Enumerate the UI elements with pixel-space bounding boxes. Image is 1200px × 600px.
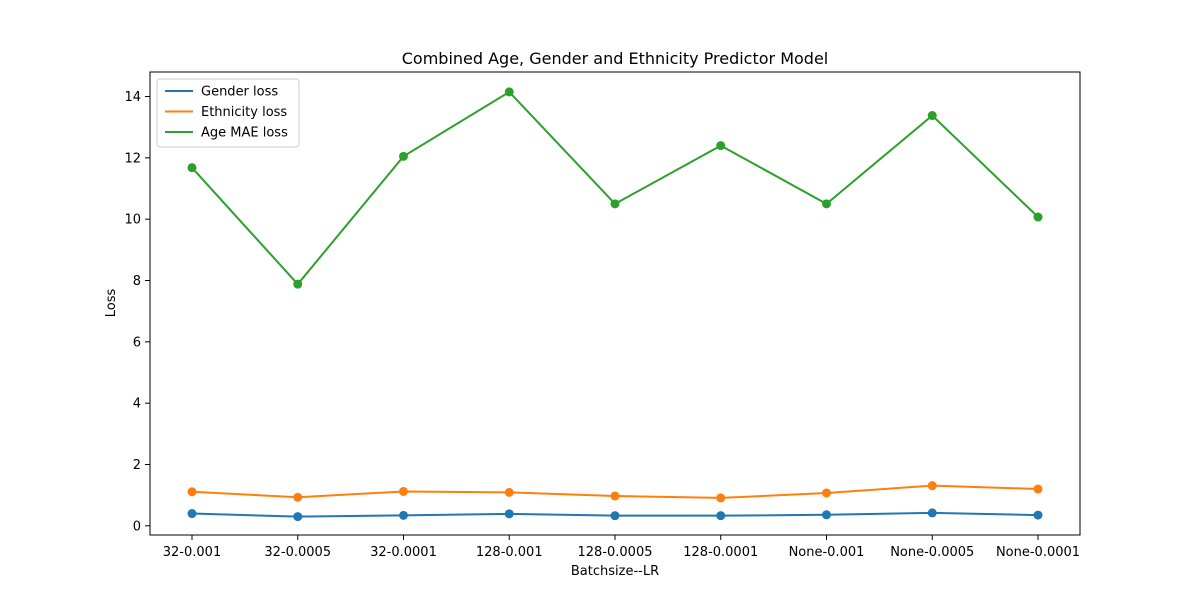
data-point <box>822 199 831 209</box>
data-point <box>1033 212 1043 222</box>
y-tick-label: 14 <box>124 90 141 105</box>
data-point <box>399 486 408 496</box>
data-point <box>610 491 620 501</box>
y-tick-label: 10 <box>124 213 141 228</box>
x-tick-label: 128-0.0005 <box>578 545 653 560</box>
x-tick-label: None-0.0001 <box>996 545 1080 560</box>
data-point <box>187 487 197 497</box>
chart-title: Combined Age, Gender and Ethnicity Predi… <box>402 49 829 68</box>
x-tick-label: 32-0.0005 <box>264 545 331 560</box>
data-point <box>1033 510 1043 520</box>
legend-label: Ethnicity loss <box>201 105 287 120</box>
y-tick-label: 4 <box>133 397 141 412</box>
data-point <box>504 509 514 519</box>
x-axis: 32-0.001 32-0.0005 32-0.0001 128-0.001 128-0… <box>163 535 1080 560</box>
legend-label: Age MAE loss <box>201 126 288 141</box>
data-point <box>293 492 303 502</box>
data-point <box>716 493 726 503</box>
data-point <box>610 199 620 209</box>
x-tick-label: None-0.0005 <box>890 545 974 560</box>
data-point <box>610 511 620 521</box>
y-tick-label: 8 <box>133 274 141 289</box>
y-tick-label: 0 <box>133 519 141 534</box>
data-point <box>716 141 726 151</box>
data-point <box>822 510 831 520</box>
data-point <box>504 87 514 97</box>
series-ethnicity-loss <box>187 481 1043 503</box>
data-point <box>399 151 408 161</box>
y-axis: 0 2 4 6 8 10 12 14 <box>124 90 150 534</box>
x-tick-label: 32-0.0001 <box>370 545 437 560</box>
data-point <box>927 481 937 491</box>
data-point <box>716 511 726 521</box>
data-point <box>822 488 831 498</box>
series-layer <box>187 87 1043 522</box>
y-tick-label: 12 <box>124 151 141 166</box>
data-point <box>1033 484 1043 494</box>
data-point <box>927 508 937 518</box>
series-line <box>191 90 1039 286</box>
x-tick-label: None-0.001 <box>789 545 865 560</box>
legend-label: Gender loss <box>201 85 278 100</box>
data-point <box>187 163 197 173</box>
x-tick-label: 32-0.001 <box>163 545 221 560</box>
data-point <box>293 279 303 289</box>
y-tick-label: 2 <box>133 458 141 473</box>
data-point <box>187 509 197 519</box>
x-tick-label: 128-0.001 <box>476 545 543 560</box>
x-axis-label: Batchsize--LR <box>571 564 659 579</box>
legend-box <box>156 78 300 148</box>
y-axis-label: Loss <box>104 289 119 318</box>
x-tick-label: 128-0.0001 <box>683 545 758 560</box>
series-gender-loss <box>187 508 1043 522</box>
data-point <box>927 111 937 121</box>
data-point <box>293 512 303 522</box>
series-age-mae-loss <box>187 87 1043 289</box>
data-point <box>399 510 408 520</box>
legend: Gender loss Ethnicity loss Age MAE loss <box>156 78 300 148</box>
data-point <box>504 487 514 497</box>
y-tick-label: 6 <box>133 335 141 350</box>
